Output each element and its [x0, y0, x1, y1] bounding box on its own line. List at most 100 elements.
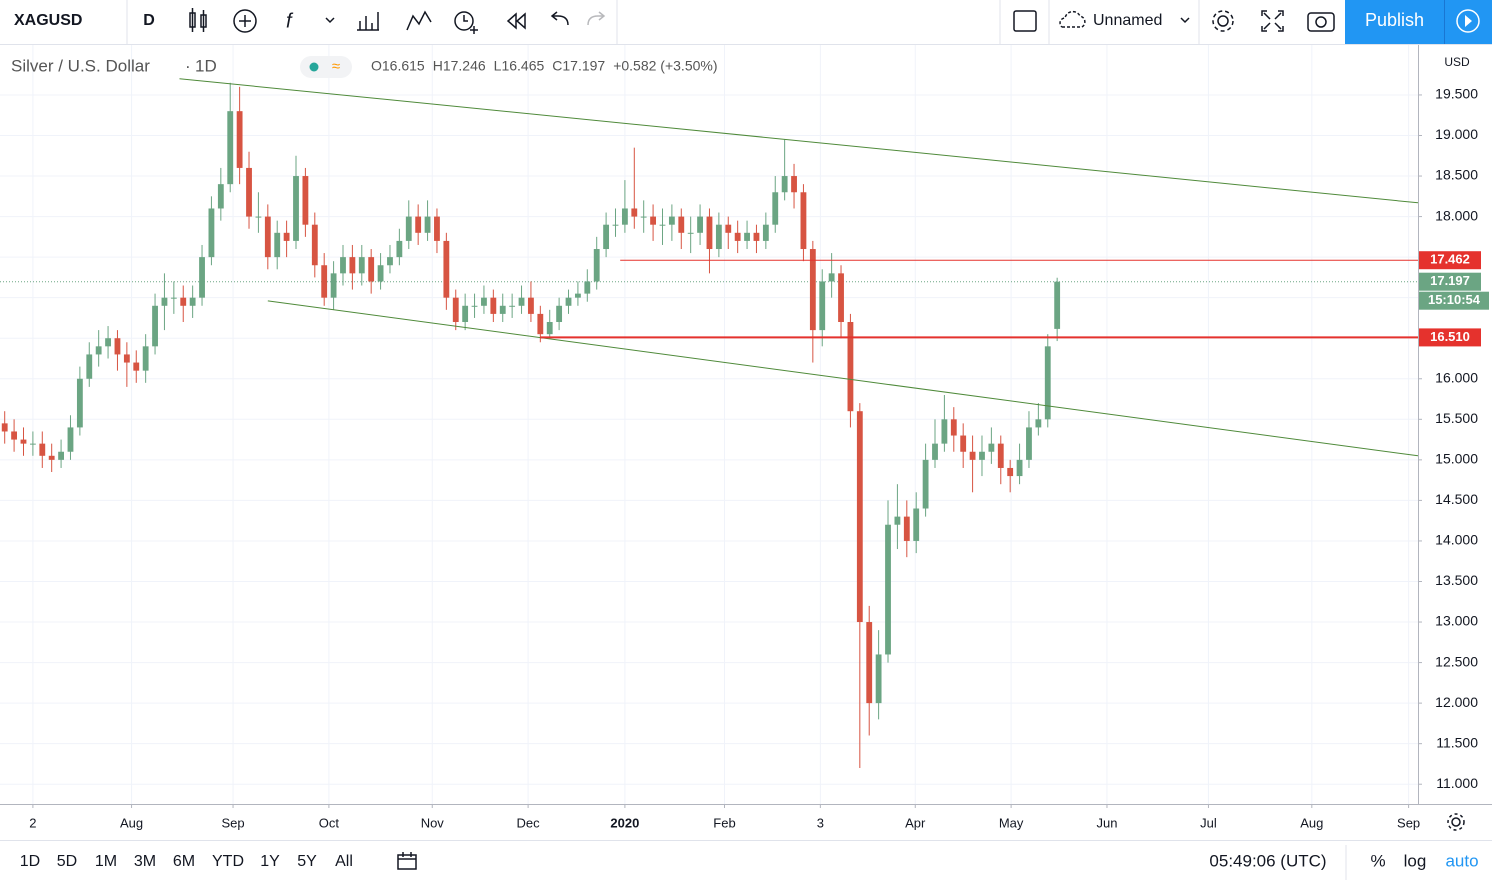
range-button[interactable]: All — [335, 853, 353, 870]
y-tick-label: 19.500 — [1435, 86, 1478, 102]
candle-body — [725, 224, 732, 233]
candle-body — [885, 524, 891, 655]
candle-body — [715, 224, 722, 250]
status-pill — [300, 56, 352, 78]
candle-body — [668, 216, 675, 225]
candle-body — [866, 622, 873, 704]
candle-body — [20, 439, 27, 444]
candle-body — [199, 257, 205, 298]
candle-body — [1007, 467, 1014, 477]
ohlc-value: +0.582 (+3.50%) — [613, 58, 717, 74]
range-button[interactable]: 1Y — [260, 853, 280, 870]
candle-body — [631, 208, 638, 217]
candle-body — [809, 249, 816, 331]
templates-button[interactable] — [406, 10, 432, 31]
candle-body — [152, 305, 158, 347]
candle-body — [706, 216, 713, 250]
settings-button[interactable] — [1212, 10, 1234, 32]
undo-button[interactable] — [550, 11, 569, 26]
range-button[interactable]: 3M — [134, 853, 156, 870]
candle-body — [800, 192, 807, 250]
publish-label[interactable]: Publish — [1365, 10, 1424, 30]
candle-body — [913, 508, 920, 541]
candle-body — [311, 224, 318, 266]
candle-body — [772, 192, 779, 225]
range-button[interactable]: 1D — [20, 853, 40, 870]
candle-body — [678, 216, 685, 233]
play-icon — [1456, 9, 1480, 33]
candle-body — [264, 216, 271, 258]
auto-toggle[interactable]: auto — [1445, 851, 1478, 870]
dropdown-arrow[interactable] — [325, 17, 335, 24]
candle-body — [960, 435, 967, 452]
redo-button[interactable] — [587, 11, 606, 26]
y-tick-label: 13.500 — [1435, 572, 1478, 588]
goto-date-button[interactable] — [397, 852, 417, 870]
candle-body — [330, 273, 337, 298]
ohlc-value: H17.246 — [433, 58, 486, 74]
replay-button[interactable] — [506, 12, 526, 30]
candle-body — [208, 208, 215, 258]
layout-name-button[interactable]: Unnamed — [1093, 12, 1162, 29]
snapshot-button[interactable] — [1307, 12, 1335, 32]
y-tick-label: 12.000 — [1435, 694, 1478, 710]
candle-body — [170, 297, 177, 299]
candle-body — [340, 257, 346, 274]
price-marker-label: 17.197 — [1430, 273, 1470, 288]
candle-body — [659, 224, 666, 226]
log-toggle[interactable]: log — [1404, 851, 1427, 870]
candle-body — [114, 338, 121, 355]
candle-body — [358, 257, 365, 274]
top-toolbar — [0, 0, 1492, 44]
dropdown-arrow[interactable] — [1180, 17, 1190, 24]
market-status — [309, 62, 319, 72]
add-indicator-button[interactable] — [233, 9, 257, 33]
range-button[interactable]: 1M — [95, 853, 117, 870]
interval-button[interactable]: D — [143, 12, 155, 29]
range-button[interactable]: 5D — [57, 853, 77, 870]
candle-body — [847, 322, 854, 412]
x-tick-label: Sep — [1397, 815, 1420, 830]
candle-body — [903, 516, 910, 541]
y-tick-label: 18.000 — [1435, 207, 1478, 223]
candle-body — [349, 257, 356, 274]
fullscreen-button[interactable] — [1261, 10, 1284, 32]
trendline — [179, 78, 1419, 204]
y-tick-label: 11.500 — [1436, 734, 1478, 750]
candle-body — [39, 443, 46, 456]
candle-body — [734, 232, 741, 241]
indicators-button[interactable]: f — [286, 10, 294, 32]
y-tick-label: 15.500 — [1435, 410, 1478, 426]
time-axis-settings[interactable] — [1447, 813, 1465, 831]
range-button[interactable]: 6M — [173, 853, 195, 870]
candle-body — [405, 216, 412, 241]
candle-body — [932, 443, 938, 460]
candle-body — [697, 216, 703, 233]
candle-body — [1, 423, 8, 432]
percent-toggle[interactable]: % — [1370, 851, 1385, 870]
fullscreen-select-button[interactable] — [1013, 10, 1037, 32]
candle-body — [687, 232, 694, 234]
range-button[interactable]: YTD — [212, 853, 244, 870]
y-tick-label: 15.000 — [1435, 451, 1478, 467]
cloud-icon — [1059, 10, 1086, 28]
x-tick-label: May — [999, 815, 1024, 830]
candle-body — [894, 516, 901, 525]
candle-body — [189, 297, 196, 306]
symbol-interval: 1D — [195, 56, 217, 75]
candle-body — [1026, 427, 1032, 460]
y-tick-label: 11.000 — [1436, 775, 1478, 791]
symbol-button[interactable]: XAGUSD — [14, 12, 82, 29]
price-marker-label: 16.510 — [1430, 329, 1470, 344]
alert-button[interactable] — [454, 11, 478, 34]
ohlc-value: C17.197 — [552, 58, 605, 74]
candle-body — [434, 216, 440, 241]
compare-button[interactable] — [357, 12, 379, 31]
candle-body — [941, 419, 948, 444]
candle-body — [828, 273, 835, 282]
candle-body — [621, 208, 628, 225]
candle-body — [603, 224, 610, 250]
publish-button[interactable] — [1345, 0, 1444, 44]
range-button[interactable]: 5Y — [297, 853, 317, 870]
chart-type-button[interactable] — [189, 8, 207, 32]
